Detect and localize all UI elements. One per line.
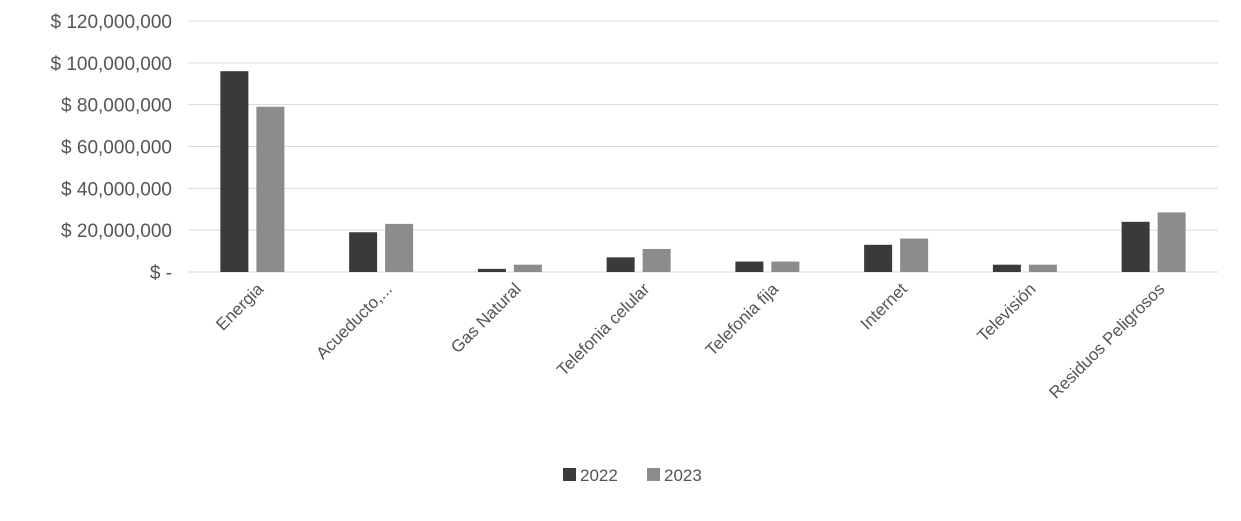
bar-2023-5 xyxy=(900,238,929,272)
bar-2022-2 xyxy=(477,268,506,272)
x-axis-tick-labels: Energia Acueducto,... Gas Natural Telefonia… xyxy=(212,279,1168,402)
bar-2023-4 xyxy=(771,261,800,272)
x-tick-label: Televisión xyxy=(973,279,1039,345)
legend-swatch-2022 xyxy=(563,468,576,481)
bar-2023-0 xyxy=(256,106,285,272)
y-tick-label: $ 80,000,000 xyxy=(61,96,172,117)
x-tick-label: Acueducto,... xyxy=(312,279,396,363)
legend: 2022 2023 xyxy=(563,466,702,485)
x-tick-label: Residuos Peligrosos xyxy=(1045,279,1168,402)
bars xyxy=(220,71,1186,272)
bar-2023-6 xyxy=(1028,264,1057,272)
bar-2023-2 xyxy=(513,264,542,272)
y-tick-label: $ 100,000,000 xyxy=(50,54,172,75)
bar-2022-0 xyxy=(220,71,249,272)
gridlines xyxy=(188,20,1218,273)
bar-2022-1 xyxy=(349,232,378,272)
y-tick-label: $ 20,000,000 xyxy=(61,221,172,242)
x-tick-label: Internet xyxy=(857,279,911,333)
y-axis-tick-labels: $ - $ 20,000,000 $ 40,000,000 $ 60,000,000 $… xyxy=(50,12,172,284)
x-tick-label: Telefonia fija xyxy=(702,279,783,360)
bar-2023-3 xyxy=(642,248,671,272)
bar-2023-7 xyxy=(1157,212,1186,272)
y-tick-label: $ - xyxy=(150,263,172,284)
bar-2023-1 xyxy=(385,223,414,272)
bar-2022-6 xyxy=(992,264,1021,272)
x-tick-label: Gas Natural xyxy=(447,279,525,357)
x-tick-label: Telefonia celular xyxy=(553,279,654,380)
legend-swatch-2023 xyxy=(647,468,660,481)
y-tick-label: $ 120,000,000 xyxy=(50,12,172,33)
bar-2022-3 xyxy=(606,257,635,272)
bar-2022-7 xyxy=(1121,221,1150,272)
y-tick-label: $ 60,000,000 xyxy=(61,138,172,159)
y-tick-label: $ 40,000,000 xyxy=(61,179,172,200)
bar-2022-5 xyxy=(864,244,893,272)
x-tick-label: Energia xyxy=(212,279,267,334)
legend-label-2022: 2022 xyxy=(580,466,618,485)
legend-label-2023: 2023 xyxy=(664,466,702,485)
bar-2022-4 xyxy=(735,261,764,272)
